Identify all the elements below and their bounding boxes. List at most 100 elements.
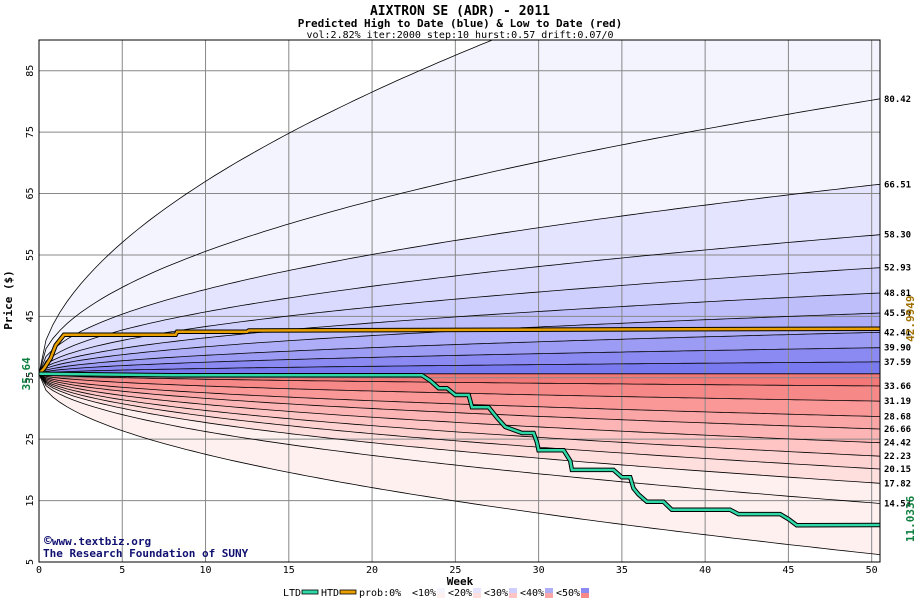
credit-site-text: www.textbiz.org: [52, 535, 151, 548]
band-end-label: 20.15: [884, 465, 911, 475]
quantile-line: [39, 373, 880, 484]
series-ltd-line: [39, 372, 880, 527]
x-tick-label: 10: [200, 565, 212, 576]
band-end-label: 48.81: [884, 289, 911, 299]
quantile-line: [39, 347, 880, 375]
band-lower-5: [39, 373, 880, 457]
legend-swatch-red: [437, 593, 445, 598]
quantile-line: [39, 40, 494, 374]
band-upper-4: [39, 293, 880, 374]
y-tick-label: 65: [25, 188, 36, 200]
band-end-label: 39.90: [884, 344, 911, 354]
credit-org: The Research Foundation of SUNY: [43, 547, 249, 560]
band-upper-8: [39, 98, 880, 374]
chart-params: vol:2.82% iter:2000 step:10 hurst:0.57 d…: [306, 30, 613, 41]
band-end-label: 22.23: [884, 452, 911, 462]
legend-swatch-blue: [437, 588, 445, 593]
quantile-line: [39, 183, 880, 374]
y-tick-label: 5: [25, 559, 36, 565]
band-end-label: 37.59: [884, 358, 911, 368]
legend-label: <30%: [484, 588, 508, 599]
y-tick-label: 55: [25, 249, 36, 261]
legend-label-ltd: LTD: [283, 588, 301, 599]
copyright-symbol: ©: [44, 534, 52, 549]
x-tick-label: 50: [866, 565, 878, 576]
legend-label: <20%: [448, 588, 472, 599]
legend: LTD HTD prob:0% <10% <20% <30% <40% <50%: [283, 588, 589, 599]
band-end-label: 26.66: [884, 425, 911, 435]
band-lower-8: [39, 373, 880, 504]
band-end-label: 28.68: [884, 413, 911, 423]
band-lower-3: [39, 373, 880, 429]
quantile-line: [39, 234, 880, 374]
legend-swatch-blue: [473, 588, 481, 593]
band-upper-6: [39, 234, 880, 374]
band-end-label: 66.51: [884, 180, 911, 190]
quantile-line: [39, 373, 880, 430]
quantile-line: [39, 373, 880, 470]
chart-title: AIXTRON SE (ADR) - 2011: [370, 4, 550, 19]
band-upper-5: [39, 267, 880, 374]
y-tick-label: 15: [25, 495, 36, 507]
credit-site: ©www.textbiz.org: [44, 534, 151, 549]
legend-swatch-blue: [545, 588, 553, 593]
legend-swatch-red: [473, 593, 481, 598]
x-tick-label: 0: [36, 565, 42, 576]
quantile-line: [39, 361, 880, 375]
legend-prob-label: prob:0%: [359, 588, 401, 599]
x-tick-label: 30: [533, 565, 545, 576]
band-end-label: 80.42: [884, 95, 911, 105]
band-end-label: 45.54: [884, 309, 912, 319]
quantile-line: [39, 98, 880, 374]
y-axis-label: Price ($): [2, 270, 15, 330]
band-end-label: 14.53: [884, 499, 911, 509]
legend-swatch-red: [581, 593, 589, 598]
band-end-label: 52.93: [884, 264, 911, 274]
band-end-label: 58.30: [884, 231, 911, 241]
legend-swatch-htd: [339, 589, 357, 595]
quantile-line: [39, 373, 880, 387]
band-upper-7: [39, 184, 880, 374]
band-upper-2: [39, 332, 880, 374]
band-end-label: 33.66: [884, 382, 911, 392]
chart-subtitle: Predicted High to Date (blue) & Low to D…: [298, 17, 623, 30]
quantile-lines: [39, 40, 880, 555]
x-tick-label: 25: [449, 565, 461, 576]
start-price-label: 35.64: [20, 357, 33, 390]
series-htd-line: [39, 327, 880, 375]
legend-swatch-zero: [403, 588, 410, 597]
x-tick-label: 35: [616, 565, 628, 576]
band-end-label: 17.82: [884, 479, 911, 489]
legend-swatch-blue: [581, 588, 589, 593]
band-upper-9: [39, 40, 880, 374]
quantile-line: [39, 373, 880, 444]
band-upper-1: [39, 347, 880, 374]
band-upper-0: [39, 361, 880, 374]
y-tick-label: 45: [25, 310, 36, 322]
x-tick-label: 40: [699, 565, 711, 576]
legend-label-htd: HTD: [321, 588, 339, 599]
x-tick-label: 15: [283, 565, 295, 576]
quantile-line: [39, 331, 880, 375]
band-end-label: 42.41: [884, 328, 911, 338]
ltd-current-label: 11.0336: [904, 495, 917, 542]
y-tick-label: 75: [25, 126, 36, 138]
quantile-line: [39, 373, 880, 457]
legend-swatch-red: [509, 593, 517, 598]
legend-swatch-blue: [509, 588, 517, 593]
x-axis-label: Week: [447, 575, 474, 588]
quantile-line: [39, 292, 880, 375]
x-tick-label: 45: [782, 565, 794, 576]
band-lower-4: [39, 373, 880, 443]
band-end-label: 31.19: [884, 397, 911, 407]
htd-current-label: 42.9949: [904, 295, 917, 341]
y-tick-label: 25: [25, 433, 36, 445]
legend-swatch-ltd: [301, 589, 319, 595]
legend-swatch-red: [545, 593, 553, 598]
x-tick-label: 20: [366, 565, 378, 576]
x-tick-label: 5: [119, 565, 125, 576]
grid-layer: [38, 40, 880, 563]
quantile-line: [39, 373, 880, 504]
legend-label: <40%: [520, 588, 544, 599]
